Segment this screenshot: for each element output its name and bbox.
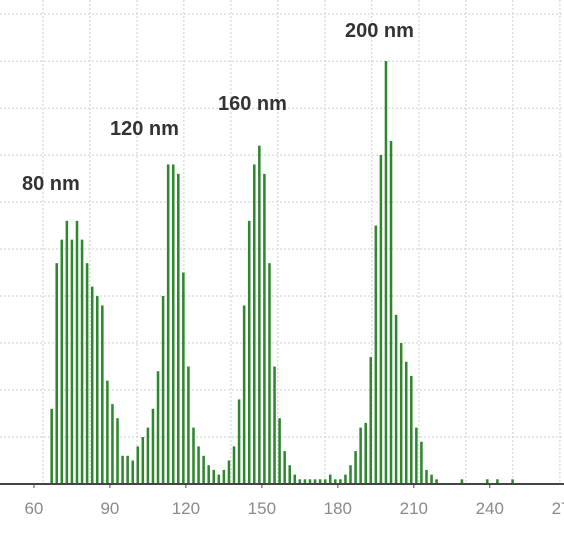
x-tick-label: 150 (248, 499, 276, 518)
bar (328, 474, 332, 484)
bar (359, 427, 362, 484)
bar (364, 422, 367, 484)
bar (227, 460, 231, 484)
bar (106, 380, 109, 484)
bar (394, 314, 398, 484)
bar (258, 145, 261, 484)
bar (217, 474, 221, 484)
bar (435, 479, 438, 484)
bar (75, 220, 79, 484)
annotation: 160 nm (218, 93, 287, 115)
bar (232, 446, 236, 484)
bar (354, 451, 357, 484)
bar (70, 239, 74, 484)
bar (339, 479, 342, 484)
bar (60, 239, 64, 484)
bar (197, 446, 200, 484)
bar (253, 164, 256, 485)
bar (485, 479, 489, 484)
bar (379, 155, 383, 484)
bar (268, 263, 271, 484)
bar (323, 479, 327, 484)
bar (511, 479, 514, 484)
bar (278, 418, 281, 484)
bar (136, 446, 140, 484)
bar (65, 220, 69, 484)
bar (384, 61, 388, 485)
bar (308, 479, 312, 484)
x-tick-label: 270 (552, 499, 564, 518)
bar (80, 239, 84, 484)
bar (171, 164, 175, 485)
bar (399, 343, 403, 484)
bar (55, 263, 58, 484)
bar (177, 173, 180, 484)
x-tick-label: 240 (476, 499, 504, 518)
x-tick-label: 210 (400, 499, 428, 518)
bar (222, 469, 226, 484)
bar (131, 460, 134, 484)
bar (303, 479, 307, 484)
bar (156, 371, 160, 484)
bar (151, 408, 155, 484)
annotation: 120 nm (110, 118, 179, 140)
bar (273, 366, 276, 484)
bar (263, 173, 266, 484)
bar (166, 164, 170, 485)
bar (202, 455, 205, 484)
bar (187, 366, 190, 484)
bar (460, 479, 464, 484)
bar (101, 305, 104, 484)
annotation: 200 nm (345, 20, 414, 42)
bar (95, 296, 99, 484)
bar (404, 361, 408, 484)
bar (334, 479, 337, 484)
bar (212, 469, 216, 484)
bar (121, 455, 124, 484)
bar (126, 455, 129, 484)
bar (415, 427, 418, 484)
bar (116, 418, 119, 484)
bar (242, 305, 246, 484)
bar (288, 465, 291, 484)
bar (425, 469, 428, 484)
bar (374, 225, 378, 484)
bar (50, 408, 53, 484)
bar (141, 437, 145, 484)
bar (182, 272, 185, 484)
bar (349, 465, 352, 484)
bar (410, 375, 413, 484)
x-tick-label: 60 (24, 499, 43, 518)
bar (111, 404, 114, 484)
bar (237, 399, 241, 484)
bar (207, 465, 210, 484)
bar (283, 451, 286, 484)
bar (369, 357, 373, 484)
bar (420, 441, 423, 484)
bar (496, 479, 499, 484)
bar (313, 479, 317, 484)
bar (247, 220, 251, 484)
x-tick-label: 120 (172, 499, 200, 518)
annotation: 80 nm (22, 173, 80, 195)
bar (293, 474, 297, 484)
bar (90, 286, 94, 484)
bar (85, 263, 89, 484)
x-tick-label: 90 (100, 499, 119, 518)
bar (146, 427, 150, 484)
bar (389, 140, 393, 484)
bar (318, 479, 322, 484)
x-tick-label: 180 (324, 499, 352, 518)
bar (298, 479, 302, 484)
bar (192, 427, 195, 484)
bar (161, 296, 165, 484)
bar (344, 474, 347, 484)
bar (430, 474, 433, 484)
